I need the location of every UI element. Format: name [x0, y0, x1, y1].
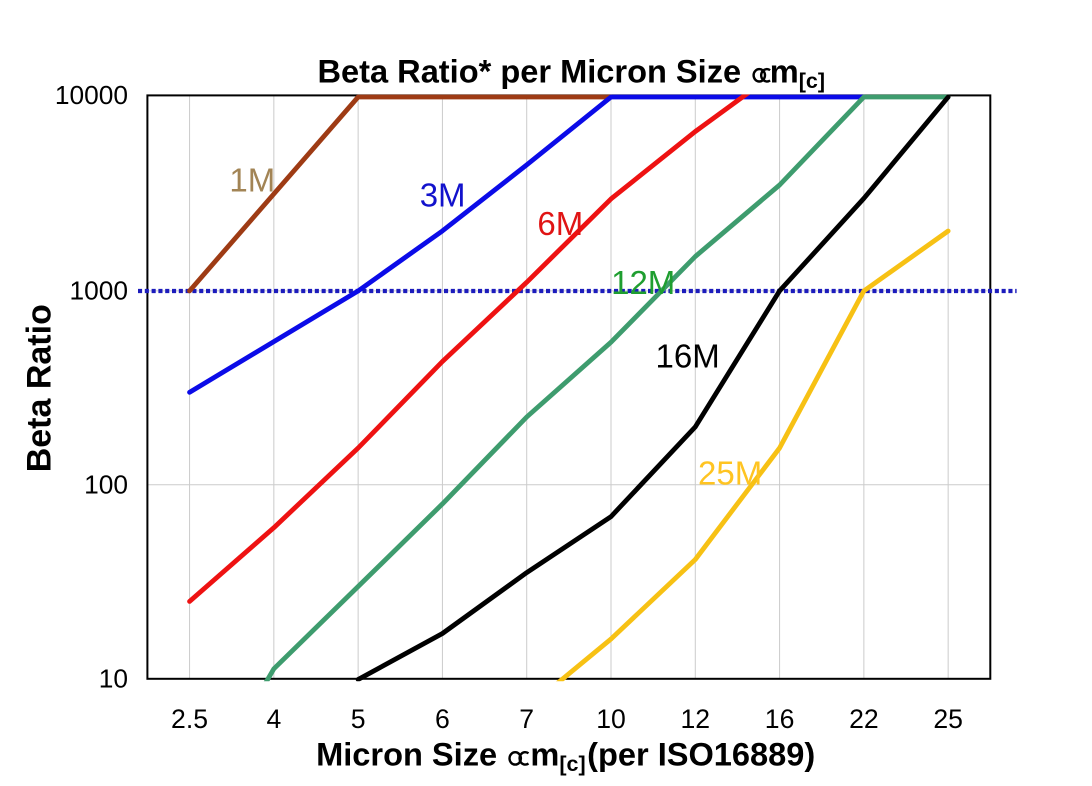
- svg-text:22: 22: [849, 704, 879, 734]
- svg-text:m[c]: m[c]: [770, 52, 825, 93]
- svg-text:6M: 6M: [537, 205, 583, 242]
- svg-text:7: 7: [519, 704, 534, 734]
- svg-text:12M: 12M: [611, 264, 675, 301]
- svg-text:Micron Size: Micron Size: [316, 736, 497, 773]
- svg-text:Beta Ratio: Beta Ratio: [20, 304, 58, 472]
- svg-text:100: 100: [84, 469, 128, 499]
- svg-text:25: 25: [933, 704, 963, 734]
- svg-text:2.5: 2.5: [171, 704, 208, 734]
- svg-text:25M: 25M: [698, 454, 762, 491]
- svg-text:1M: 1M: [229, 161, 275, 198]
- svg-text:(per ISO16889): (per ISO16889): [587, 736, 815, 773]
- svg-text:10: 10: [99, 663, 128, 693]
- svg-text:4: 4: [266, 704, 281, 734]
- svg-text:6: 6: [435, 704, 450, 734]
- svg-text:10000: 10000: [55, 80, 128, 110]
- svg-text:Beta Ratio* per Micron Size: Beta Ratio* per Micron Size: [318, 52, 742, 89]
- svg-text:16: 16: [765, 704, 795, 734]
- svg-text:1000: 1000: [69, 276, 128, 306]
- svg-text:10: 10: [596, 704, 626, 734]
- svg-text:16M: 16M: [656, 337, 720, 374]
- svg-text:5: 5: [351, 704, 366, 734]
- svg-text:3M: 3M: [420, 176, 466, 213]
- svg-text:12: 12: [680, 704, 710, 734]
